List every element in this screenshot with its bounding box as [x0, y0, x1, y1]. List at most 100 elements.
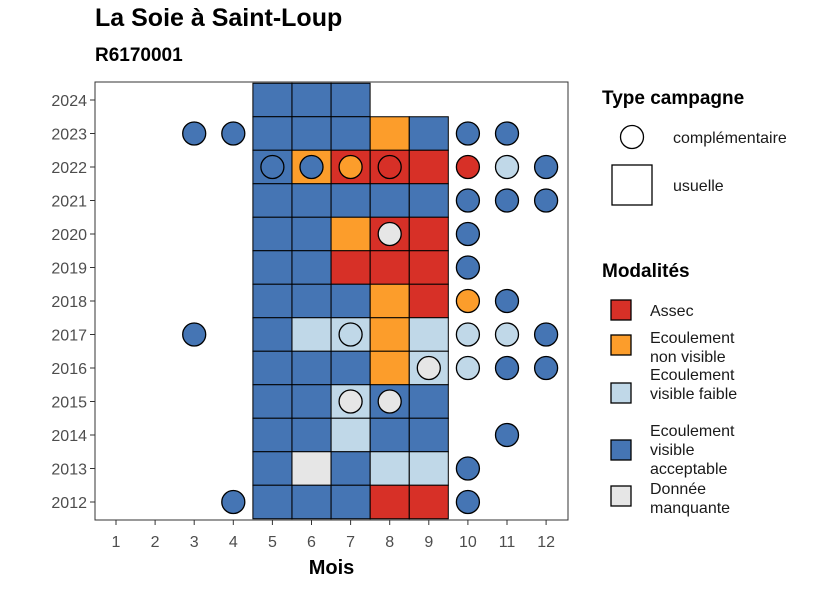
point-2022-11 [494, 154, 520, 180]
cell-2016-5 [252, 350, 293, 386]
legend-label-acceptable: Ecoulement visible acceptable [650, 423, 735, 478]
cell-2019-7 [330, 250, 371, 285]
chart-subtitle: R6170001 [95, 45, 183, 66]
y-tick-label-2015: 2015 [51, 395, 87, 412]
legend-key-circle [619, 124, 645, 150]
cell-2012-9 [408, 484, 449, 520]
cell-2013-8 [369, 451, 410, 486]
cell-2017-6 [291, 317, 332, 352]
cell-2012-6 [291, 484, 332, 520]
cell-2012-5 [252, 484, 293, 520]
y-tick-label-2024: 2024 [51, 93, 87, 110]
legend-label-faible: Ecoulement visible faible [650, 367, 738, 403]
point-2021-10 [455, 188, 481, 213]
cell-2020-5 [252, 216, 293, 252]
point-2017-7 [338, 322, 363, 347]
cell-2015-5 [252, 384, 293, 419]
legend-key-M [610, 485, 632, 507]
point-2015-8 [377, 389, 402, 414]
cell-2023-8 [369, 116, 410, 151]
cell-2018-9 [408, 283, 449, 319]
x-tick-label-4: 4 [229, 534, 238, 551]
x-tick-label-3: 3 [190, 534, 199, 551]
point-2013-10 [455, 456, 481, 481]
cell-2016-8 [369, 350, 410, 386]
cell-2021-5 [252, 183, 293, 218]
x-tick-label-7: 7 [346, 534, 355, 551]
point-2019-10 [455, 255, 481, 280]
y-tick-label-2022: 2022 [51, 160, 87, 177]
cell-2024-6 [291, 82, 332, 118]
point-2022-10 [455, 154, 481, 180]
cell-2019-9 [408, 250, 449, 285]
cell-2023-9 [408, 116, 449, 151]
point-2020-8 [377, 221, 402, 247]
cell-2018-5 [252, 283, 293, 319]
point-2022-7 [338, 154, 363, 180]
x-tick-label-8: 8 [385, 534, 394, 551]
legend-key-N [610, 334, 632, 356]
point-2022-12 [533, 154, 559, 180]
cell-2018-6 [291, 283, 332, 319]
point-2023-3 [182, 121, 207, 146]
cell-2014-8 [369, 417, 410, 453]
point-2021-12 [533, 188, 559, 213]
cell-2021-8 [369, 183, 410, 218]
cell-2015-6 [291, 384, 332, 419]
cell-2020-9 [408, 216, 449, 252]
y-tick-label-2020: 2020 [51, 227, 87, 244]
cell-2014-5 [252, 417, 293, 453]
cell-2019-8 [369, 250, 410, 285]
legend-label-assec: Assec [650, 303, 694, 320]
cell-2024-5 [252, 82, 293, 118]
legend-label-non-visible: Ecoulement non visible [650, 330, 735, 366]
point-2018-10 [455, 288, 481, 314]
legend-modalites-title: Modalités [602, 261, 690, 282]
y-tick-label-2012: 2012 [51, 495, 87, 512]
cell-2021-7 [330, 183, 371, 218]
point-2017-12 [533, 322, 559, 347]
cell-2012-8 [369, 484, 410, 520]
cell-2014-9 [408, 417, 449, 453]
y-tick-label-2017: 2017 [51, 328, 87, 345]
cell-2017-9 [408, 317, 449, 352]
x-tick-label-11: 11 [499, 534, 516, 551]
point-2023-10 [455, 121, 481, 146]
y-tick-label-2014: 2014 [51, 428, 87, 445]
point-2022-8 [377, 154, 402, 180]
cell-2018-8 [369, 283, 410, 319]
cell-2022-9 [408, 149, 449, 185]
cell-2016-6 [291, 350, 332, 386]
point-2012-10 [455, 489, 481, 515]
point-2016-10 [455, 355, 481, 381]
x-tick-label-9: 9 [424, 534, 433, 551]
point-2016-11 [494, 355, 520, 381]
x-tick-label-12: 12 [537, 534, 555, 551]
y-tick-label-2023: 2023 [51, 127, 87, 144]
legend-key-square [611, 164, 653, 206]
cell-2023-7 [330, 116, 371, 151]
cell-2014-6 [291, 417, 332, 453]
cell-2013-7 [330, 451, 371, 486]
legend-key-F [610, 382, 632, 404]
cell-2024-7 [330, 82, 371, 118]
x-tick-label-1: 1 [112, 534, 121, 551]
legend-key-V [610, 439, 632, 461]
cell-2013-9 [408, 451, 449, 486]
chart-title: La Soie à Saint-Loup [95, 4, 343, 32]
y-tick-label-2016: 2016 [51, 361, 87, 378]
point-2015-7 [338, 389, 363, 414]
x-tick-label-10: 10 [459, 534, 477, 551]
x-tick-label-5: 5 [268, 534, 277, 551]
cell-2013-5 [252, 451, 293, 486]
y-tick-label-2018: 2018 [51, 294, 87, 311]
cell-2019-6 [291, 250, 332, 285]
point-2023-11 [494, 121, 520, 146]
cell-2015-9 [408, 384, 449, 419]
cell-2013-6 [291, 451, 332, 486]
cell-2023-5 [252, 116, 293, 151]
legend-label-complementaire: complémentaire [673, 130, 787, 147]
point-2021-11 [494, 188, 520, 213]
point-2022-5 [260, 154, 285, 180]
point-2023-4 [221, 121, 246, 146]
